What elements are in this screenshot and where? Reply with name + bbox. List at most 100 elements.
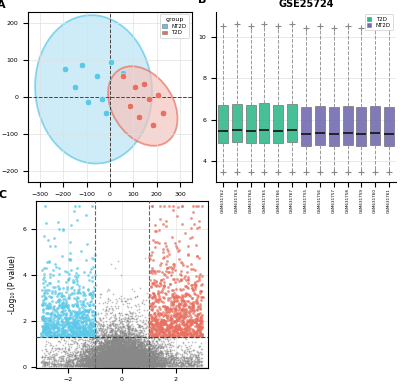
Point (157, 296, 163, 302)
Point (100, 351, 106, 358)
Point (111, 355, 117, 361)
Point (88, 346, 94, 353)
Point (54, 361, 60, 367)
Point (148, 363, 154, 369)
Point (125, 363, 132, 369)
Point (136, 352, 142, 358)
Point (124, 362, 130, 368)
Point (136, 355, 142, 361)
Point (112, 356, 119, 362)
Point (124, 360, 130, 366)
Point (134, 360, 141, 366)
Point (134, 356, 140, 362)
Point (102, 361, 109, 367)
Point (121, 361, 128, 367)
Point (120, 358, 126, 365)
Point (121, 347, 127, 353)
Point (114, 360, 121, 366)
Point (101, 342, 108, 348)
Point (123, 362, 130, 368)
Point (154, 315, 161, 322)
Point (111, 363, 117, 369)
Point (114, 361, 120, 367)
Point (130, 358, 136, 364)
Point (50, 332, 56, 339)
Point (107, 325, 114, 331)
Point (198, 324, 205, 330)
Point (132, 342, 139, 349)
Point (116, 359, 123, 365)
Point (98, 361, 105, 368)
Point (116, 359, 122, 365)
Point (190, 346, 197, 353)
Point (118, 360, 124, 366)
Point (103, 363, 109, 369)
Point (131, 361, 138, 367)
Point (132, 359, 139, 365)
Point (113, 363, 119, 369)
Point (178, 260, 185, 266)
Point (178, 363, 184, 369)
Point (115, 363, 121, 369)
Point (164, 309, 170, 315)
Point (98, 357, 105, 363)
Point (103, 344, 110, 350)
Point (131, 354, 137, 360)
Point (104, 288, 111, 294)
Point (107, 353, 114, 359)
Point (104, 351, 110, 357)
Point (114, 359, 120, 365)
Point (60, 358, 67, 364)
Point (87, 357, 94, 363)
Point (167, 314, 174, 320)
Point (137, 354, 144, 360)
Point (106, 348, 112, 354)
Point (144, 356, 150, 362)
Point (165, 360, 171, 366)
Point (140, 361, 147, 367)
Point (110, 356, 116, 363)
Point (130, 352, 136, 358)
Point (149, 314, 155, 320)
Point (119, 346, 125, 352)
Point (101, 331, 108, 337)
Point (140, 354, 146, 360)
Point (184, 359, 190, 365)
Point (168, 356, 174, 362)
PathPatch shape (232, 104, 242, 142)
Point (105, 362, 112, 368)
Point (135, 346, 141, 353)
Point (122, 349, 129, 355)
Point (103, 349, 110, 355)
Point (111, 353, 118, 359)
Point (174, 294, 181, 300)
Point (100, 354, 107, 361)
Point (129, 362, 135, 368)
Point (128, 357, 135, 363)
Point (133, 337, 140, 343)
Point (139, 347, 145, 353)
Point (112, 354, 118, 360)
Point (181, 322, 187, 328)
Point (115, 349, 122, 355)
Point (130, 346, 137, 352)
Point (109, 357, 116, 363)
Point (61, 353, 68, 359)
Point (139, 362, 145, 368)
Point (89, 360, 96, 366)
Point (130, 349, 136, 356)
Point (132, 356, 139, 362)
Point (120, 324, 126, 330)
Point (127, 358, 133, 365)
Point (140, 355, 146, 361)
Point (114, 355, 121, 361)
Point (132, 332, 138, 339)
Point (120, 349, 126, 356)
Point (150, 280, 156, 286)
Point (150, 335, 157, 341)
Point (124, 346, 130, 353)
Point (55, 321, 62, 327)
Point (168, 319, 174, 325)
Point (135, 353, 141, 359)
Point (126, 361, 132, 367)
